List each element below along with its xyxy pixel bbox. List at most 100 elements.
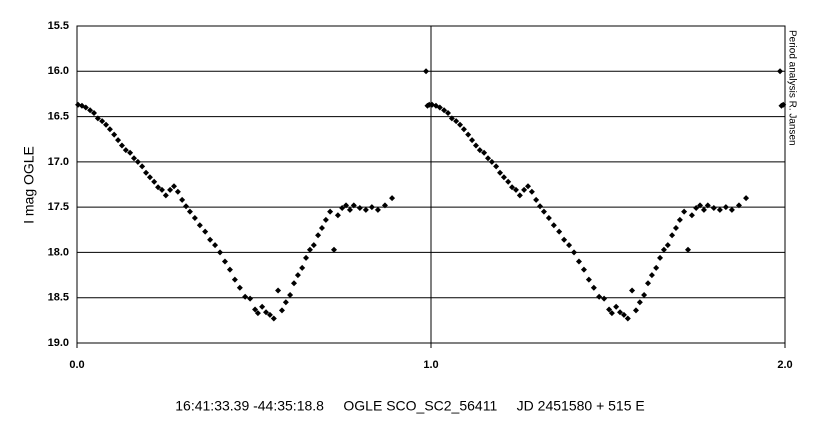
y-tick-label: 17.5 [48,201,69,213]
data-point [533,196,540,203]
data-point [103,121,110,128]
data-point [566,242,573,249]
data-point [334,212,341,219]
annotation: Period analysis R. Jansen [786,30,797,146]
data-point [247,295,254,302]
data-point [469,137,476,144]
data-point [728,206,735,213]
data-point [457,121,464,128]
data-point [700,206,707,213]
data-point [294,272,301,279]
plot-frame [76,25,786,344]
y-tick-label: 15.5 [48,20,69,32]
data-point [151,178,158,185]
data-point [231,276,238,283]
data-point [460,126,467,133]
data-point [688,212,695,219]
data-point [242,293,249,300]
data-point [122,147,129,154]
data-point [497,169,504,176]
data-point [453,118,460,125]
data-point [87,107,94,114]
data-point [550,222,557,229]
data-point [127,149,134,156]
x-axis-label: 16:41:33.39 -44:35:18.8 OGLE SCO_SC2_564… [175,398,644,414]
data-point [613,303,620,310]
data-point [291,280,298,287]
data-point [540,208,547,215]
data-point [537,203,544,210]
data-point [653,264,660,271]
data-point [596,293,603,300]
data-point [270,315,277,322]
data-point [585,276,592,283]
data-point [509,184,516,191]
data-point [636,299,643,306]
data-point [641,291,648,298]
y-tick-label: 16.0 [48,65,69,77]
data-point [346,206,353,213]
data-point [505,178,512,185]
y-tick-label: 18.0 [48,246,69,258]
data-point [282,299,289,306]
data-point [484,155,491,162]
data-point [481,149,488,156]
data-point [196,222,203,229]
data-point [134,158,141,165]
data-point [521,186,528,193]
data-point [212,242,219,249]
data-point [716,206,723,213]
data-point [111,131,118,138]
data-point [676,216,683,223]
x-tick-label: 2.0 [777,359,792,371]
data-point [722,204,729,211]
x-tick-label: 0.0 [69,359,84,371]
data-point [162,192,169,199]
data-point [236,284,243,291]
y-tick-label: 18.5 [48,292,69,304]
x-tick-label: 1.0 [423,359,438,371]
data-point [170,183,177,190]
data-point [608,310,615,317]
data-point [472,142,479,149]
data-point [524,183,531,190]
data-point [318,224,325,231]
data-point [82,104,89,111]
data-point [465,131,472,138]
data-point [660,246,667,253]
y-tick-label: 17.0 [48,156,69,168]
data-point [632,307,639,314]
data-point [601,295,608,302]
data-point [343,202,350,209]
data-point [217,249,224,256]
data-point [266,311,273,318]
data-point [252,306,259,313]
data-point [94,115,101,122]
data-point [629,287,636,294]
data-point [221,258,228,265]
data-point [444,109,451,116]
data-point [441,107,448,114]
data-point [672,224,679,231]
data-point [657,254,664,261]
data-point [287,291,294,298]
data-point [624,315,631,322]
data-point [259,303,266,310]
data-point [512,186,519,193]
data-point [645,280,652,287]
data-point [545,215,552,222]
data-point [743,195,750,202]
data-point [556,228,563,235]
data-point [331,246,338,253]
data-point [606,306,613,313]
data-point [179,196,186,203]
data-point [254,310,261,317]
data-point [315,232,322,239]
data-point [299,264,306,271]
data-point [167,186,174,193]
data-point [704,202,711,209]
data-point [590,284,597,291]
data-point [448,115,455,122]
data-point [528,188,535,195]
